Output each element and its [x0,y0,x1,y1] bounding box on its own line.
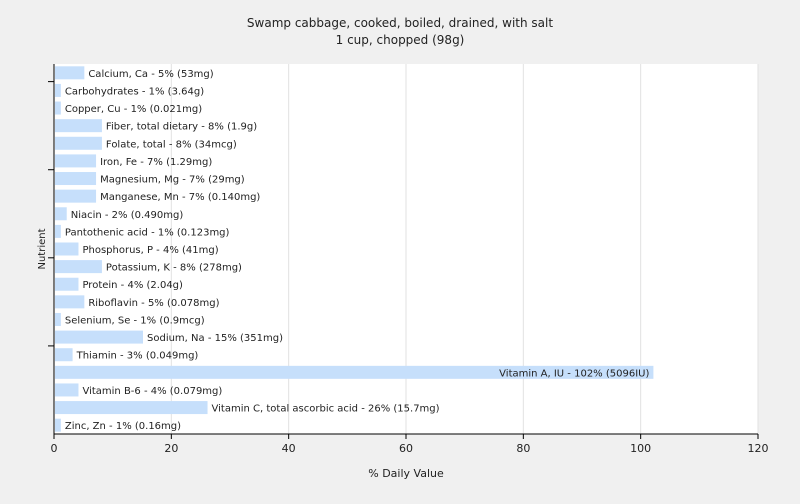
x-tick-label: 0 [51,442,58,455]
bar [55,101,61,115]
bar [55,83,61,97]
bar-label: Vitamin C, total ascorbic acid - 26% (15… [212,404,440,415]
bar [55,242,79,256]
bar [55,154,97,168]
x-tick-labels: 0 20 40 60 80 100 120 [51,442,769,455]
x-tick-label: 100 [630,442,651,455]
bar-label: Copper, Cu - 1% (0.021mg) [65,104,202,115]
bars-group [55,66,654,432]
bar [55,330,143,344]
bar-label: Folate, total - 8% (34mcg) [106,139,237,150]
bar [55,260,102,274]
y-axis-label: Nutrient [37,228,48,269]
x-tick-label: 40 [282,442,296,455]
bar [55,401,208,415]
bar-label: Niacin - 2% (0.490mg) [71,210,184,221]
bar [55,277,79,291]
bar [55,189,97,203]
bar-label: Zinc, Zn - 1% (0.16mg) [65,421,181,432]
bar-label: Iron, Fe - 7% (1.29mg) [100,157,212,168]
bar-label: Magnesium, Mg - 7% (29mg) [100,175,245,186]
bar-label: Fiber, total dietary - 8% (1.9g) [106,122,257,133]
bar [55,295,85,309]
bar [55,172,97,186]
x-tick-label: 60 [399,442,413,455]
bar-label: Vitamin B-6 - 4% (0.079mg) [82,386,222,397]
bar [55,119,102,133]
x-axis-label: % Daily Value [368,467,444,480]
x-tick-label: 120 [748,442,769,455]
bar [55,365,654,379]
bar [55,312,61,326]
bar-label: Carbohydrates - 1% (3.64g) [65,86,204,97]
bar-label: Phosphorus, P - 4% (41mg) [82,245,218,256]
bar [55,224,61,238]
grid-lines [170,64,759,434]
bar [55,348,73,362]
chart-subtitle: 1 cup, chopped (98g) [336,33,465,47]
bar-label: Sodium, Na - 15% (351mg) [147,333,283,344]
bar-label: Riboflavin - 5% (0.078mg) [88,298,219,309]
bar-label: Calcium, Ca - 5% (53mg) [88,69,213,80]
bar [55,383,79,397]
bar-label: Manganese, Mn - 7% (0.140mg) [100,192,260,203]
bar [55,207,67,221]
axes-group [48,64,759,439]
bar-label: Potassium, K - 8% (278mg) [106,263,242,274]
x-tick-label: 20 [164,442,178,455]
bar [55,66,85,80]
bar-labels-group: Calcium, Ca - 5% (53mg) Carbohydrates - 1… [65,69,650,432]
chart-title: Swamp cabbage, cooked, boiled, drained, … [247,16,553,30]
bar-label: Thiamin - 3% (0.049mg) [76,351,199,362]
bar [55,418,61,432]
bar-label: Vitamin A, IU - 102% (5096IU) [499,368,649,379]
bar-label: Pantothenic acid - 1% (0.123mg) [65,227,230,238]
bar-label: Selenium, Se - 1% (0.9mcg) [65,315,205,326]
bar-label: Protein - 4% (2.04g) [82,280,183,291]
bar [55,136,102,150]
x-tick-label: 80 [516,442,530,455]
